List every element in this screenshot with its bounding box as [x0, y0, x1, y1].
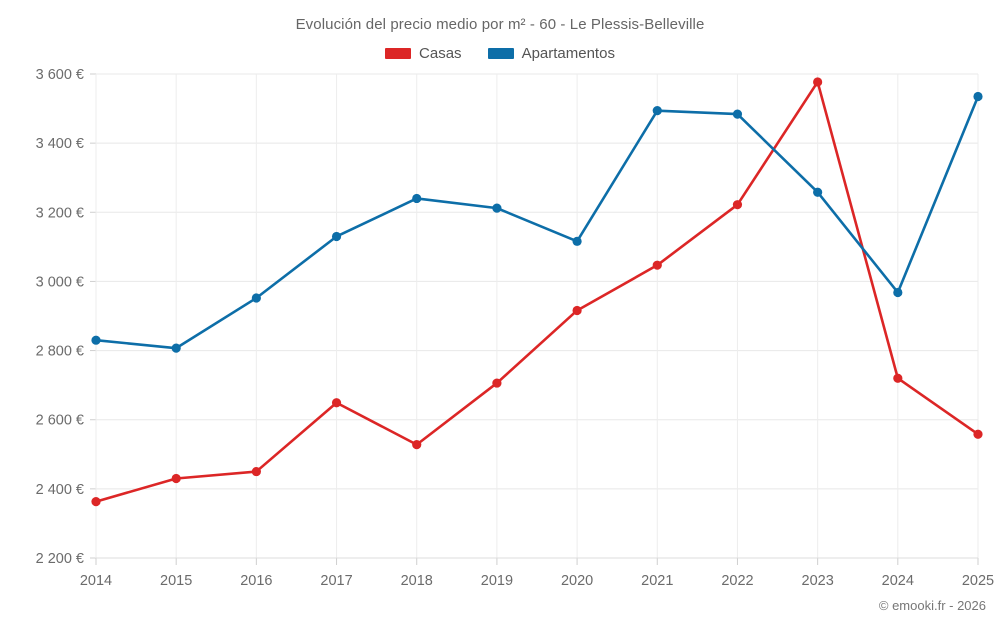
data-point-apartamentos — [732, 109, 743, 119]
x-axis-tick-label: 2022 — [721, 573, 753, 589]
data-point-apartamentos — [652, 106, 662, 116]
series-line-apartamentos — [94, 95, 980, 350]
legend-swatch-casas — [385, 48, 412, 59]
y-axis-ticks: 2 200 € 2 400 € 2 600 € 2 800 € 3 000 € 3 200… — [36, 67, 84, 567]
data-point-apartamentos — [893, 287, 903, 298]
data-point-casas — [893, 373, 903, 383]
y-axis-tick-label: 2 200 € — [36, 551, 84, 567]
legend-label-apartamentos: Apartamentos — [521, 45, 615, 62]
y-axis-tick-label: 3 200 € — [36, 205, 84, 221]
data-point-casas — [813, 77, 823, 87]
x-axis-tick-label: 2019 — [481, 573, 513, 589]
y-axis-tick-label: 3 000 € — [36, 274, 84, 290]
chart-legend: Casas Apartamentos — [0, 45, 1000, 62]
y-axis-tick-label: 3 400 € — [36, 136, 84, 152]
x-axis-tick-label: 2017 — [320, 573, 352, 589]
chart-title: Evolución del precio medio por m² - 60 -… — [295, 16, 705, 33]
data-point-casas — [91, 497, 101, 507]
x-axis-tick-label: 2025 — [962, 573, 994, 589]
data-point-apartamentos — [171, 343, 181, 353]
y-axis-tick-label: 2 600 € — [36, 413, 84, 429]
data-point-apartamentos — [813, 187, 823, 197]
data-point-casas — [973, 429, 983, 439]
legend-item-casas[interactable]: Casas — [385, 45, 462, 62]
data-point-apartamentos — [251, 293, 261, 303]
data-point-casas — [492, 378, 502, 388]
x-axis-tick-label: 2020 — [561, 573, 593, 589]
data-point-apartamentos — [331, 231, 342, 242]
data-point-casas — [732, 200, 743, 210]
series-lines — [94, 80, 980, 503]
legend-swatch-apartamentos — [487, 48, 514, 59]
y-axis-tick-label: 2 800 € — [36, 344, 84, 360]
data-point-casas — [331, 398, 342, 408]
x-axis-tick-label: 2016 — [240, 573, 272, 589]
data-point-casas — [251, 466, 261, 477]
x-axis-tick-label: 2018 — [401, 573, 433, 589]
data-point-casas — [572, 305, 582, 316]
x-axis-tick-label: 2015 — [160, 573, 192, 589]
legend-label-casas: Casas — [419, 45, 462, 62]
chart-credit: © emooki.fr - 2026 — [878, 598, 986, 613]
x-axis-ticks: 2014 2015 2016 2017 2018 2019 2020 2021 2022 2023… — [80, 573, 994, 589]
x-axis-tick-label: 2021 — [641, 573, 673, 589]
data-point-casas — [652, 260, 662, 270]
series-line-casas — [94, 80, 980, 503]
data-point-casas — [412, 440, 422, 450]
data-point-casas — [171, 473, 181, 484]
data-point-apartamentos — [412, 193, 422, 204]
legend-item-apartamentos[interactable]: Apartamentos — [487, 45, 615, 62]
data-point-apartamentos — [973, 91, 983, 102]
y-axis-tick-label: 3 600 € — [36, 67, 84, 83]
x-axis-tick-label: 2014 — [80, 573, 112, 589]
data-point-apartamentos — [492, 203, 502, 213]
x-axis-tick-label: 2023 — [802, 573, 834, 589]
x-axis-tick-label: 2024 — [882, 573, 914, 589]
y-axis-tick-label: 2 400 € — [36, 482, 84, 498]
series-points — [91, 77, 983, 507]
data-point-apartamentos — [572, 236, 582, 246]
data-point-apartamentos — [91, 335, 101, 345]
